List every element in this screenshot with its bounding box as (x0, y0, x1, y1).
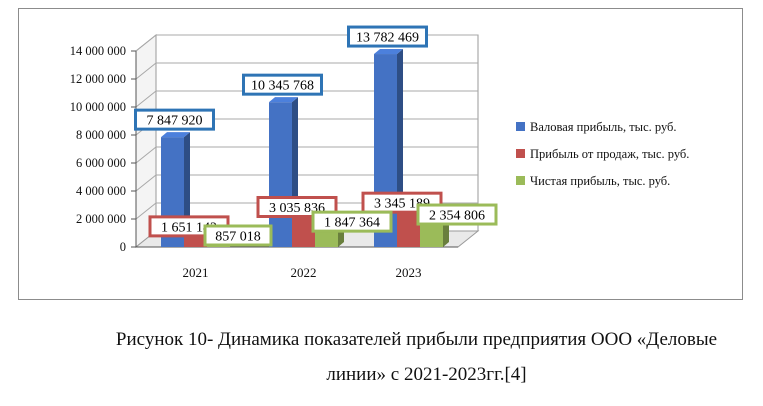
legend-label: Чистая прибыль, тыс. руб. (530, 174, 670, 188)
gridline (135, 146, 478, 164)
category-label: 2023 (396, 265, 422, 280)
data-label: 1 847 364 (324, 216, 380, 231)
gridline (135, 174, 478, 192)
legend-label: Валовая прибыль, тыс. руб. (530, 120, 677, 134)
y-tick-label: 8 000 000 (76, 128, 126, 142)
data-label: 3 345 189 (374, 197, 430, 212)
legend-swatch (516, 176, 525, 185)
category-label: 2021 (183, 265, 209, 280)
side-wall (135, 33, 157, 249)
y-tick-label: 2 000 000 (76, 212, 126, 226)
gridline (135, 62, 478, 80)
y-tick-label: 6 000 000 (76, 156, 126, 170)
data-label-box (416, 203, 498, 226)
data-label: 1 651 142 (161, 220, 217, 235)
data-label: 13 782 469 (356, 31, 419, 46)
data-label-box (134, 108, 215, 131)
data-label-box (242, 73, 323, 96)
data-label: 2 354 806 (429, 209, 485, 224)
bar-top (269, 97, 298, 103)
caption-line-1: Рисунок 10- Динамика показателей прибыли… (115, 329, 718, 350)
y-tick-label: 10 000 000 (70, 100, 126, 114)
data-label: 7 847 920 (147, 114, 203, 129)
caption-line-2: линии» с 2021-2023гг.[4] (326, 364, 527, 385)
data-label-box (347, 25, 428, 48)
y-tick-label: 0 (120, 240, 126, 254)
category-label: 2022 (291, 265, 317, 280)
figure-caption: Рисунок 10- Динамика показателей прибыли… (0, 322, 763, 392)
data-label-box (203, 224, 273, 247)
legend-swatch (516, 149, 525, 158)
y-tick-label: 4 000 000 (76, 184, 126, 198)
y-tick-label: 12 000 000 (70, 72, 126, 86)
gridline (135, 90, 478, 108)
data-label: 3 035 836 (269, 201, 325, 216)
data-label: 10 345 768 (251, 79, 314, 94)
bar-top (161, 132, 190, 138)
chart-frame: 0 2 000 000 4 000 000 6 000 000 8 000 000 10 … (18, 8, 743, 300)
legend-label: Прибыль от продаж, тыс. руб. (530, 147, 689, 161)
legend-swatch (516, 122, 525, 131)
data-label-box (311, 210, 393, 233)
y-tick-label: 14 000 000 (70, 44, 126, 58)
bar-chart: 0 2 000 000 4 000 000 6 000 000 8 000 000 10 … (70, 25, 689, 280)
data-label: 857 018 (215, 230, 261, 245)
bar-top (374, 49, 403, 55)
